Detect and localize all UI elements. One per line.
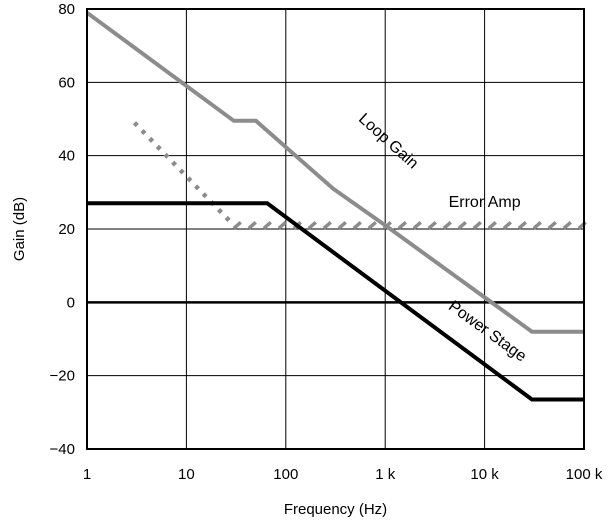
series-error-amp	[132, 121, 587, 230]
x-tick-label: 10 k	[470, 466, 499, 483]
x-tick-label: 100 k	[566, 466, 603, 483]
series-loop-gain	[85, 11, 584, 334]
x-tick-label: 1 k	[375, 466, 396, 483]
annotations: Loop Gain Error Amp Power Stage	[355, 110, 529, 365]
error-amp-hatched-segment	[232, 221, 587, 230]
x-tick-labels: 1 10 100 1 k 10 k 100 k	[83, 466, 603, 483]
y-tick-label: 80	[58, 1, 75, 18]
x-tick-label: 1	[83, 466, 91, 483]
y-tick-label: 60	[58, 74, 75, 91]
plot-frame	[86, 8, 585, 450]
series-lines	[85, 11, 587, 402]
x-tick-label: 10	[178, 466, 195, 483]
x-axis-title: Frequency (Hz)	[284, 501, 387, 518]
y-tick-label: −20	[50, 368, 75, 385]
y-tick-label: −40	[50, 441, 75, 458]
series-power-stage	[87, 201, 584, 402]
annotation-power-stage: Power Stage	[445, 298, 529, 366]
annotation-error-amp: Error Amp	[449, 194, 521, 211]
y-axis-title: Gain (dB)	[11, 197, 28, 261]
y-tick-labels: 80 60 40 20 0 −20 −40	[50, 1, 75, 458]
y-tick-label: 0	[67, 294, 75, 311]
annotation-loop-gain: Loop Gain	[355, 110, 421, 172]
y-tick-label: 20	[58, 221, 75, 238]
y-tick-label: 40	[58, 148, 75, 165]
x-tick-label: 100	[273, 466, 298, 483]
error-amp-dotted-segment	[132, 121, 236, 227]
